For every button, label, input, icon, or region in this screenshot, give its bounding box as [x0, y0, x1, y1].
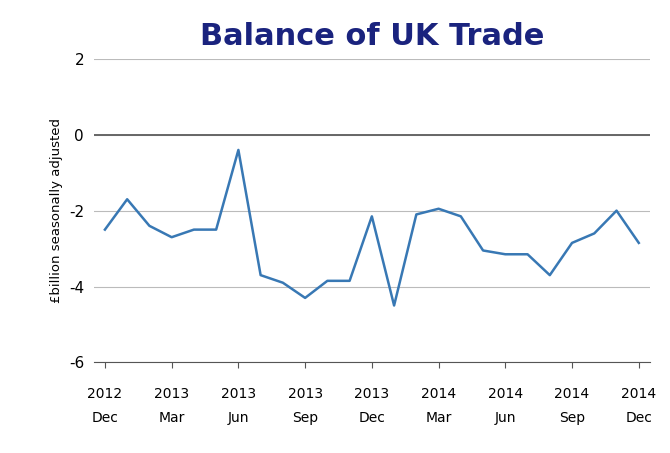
Text: 2014: 2014: [555, 387, 590, 401]
Text: 2014: 2014: [488, 387, 523, 401]
Text: 2013: 2013: [221, 387, 256, 401]
Text: 2014: 2014: [421, 387, 456, 401]
Text: Mar: Mar: [159, 411, 185, 425]
Y-axis label: £billion seasonally adjusted: £billion seasonally adjusted: [50, 118, 63, 303]
Text: 2012: 2012: [87, 387, 123, 401]
Text: Sep: Sep: [292, 411, 318, 425]
Text: Dec: Dec: [358, 411, 385, 425]
Text: Dec: Dec: [625, 411, 652, 425]
Text: Jun: Jun: [494, 411, 516, 425]
Text: Dec: Dec: [92, 411, 119, 425]
Text: 2013: 2013: [287, 387, 323, 401]
Title: Balance of UK Trade: Balance of UK Trade: [200, 22, 544, 51]
Text: 2013: 2013: [354, 387, 389, 401]
Text: 2014: 2014: [621, 387, 657, 401]
Text: Jun: Jun: [228, 411, 249, 425]
Text: Mar: Mar: [425, 411, 452, 425]
Text: Sep: Sep: [559, 411, 585, 425]
Text: 2013: 2013: [154, 387, 189, 401]
